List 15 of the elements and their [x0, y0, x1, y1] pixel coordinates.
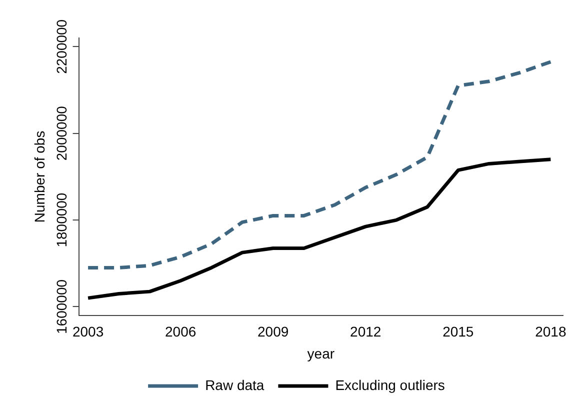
line-series — [86, 60, 552, 270]
y-tick-label: 1600000 — [54, 279, 70, 334]
x-tick-label: 2015 — [442, 324, 474, 340]
y-tick-label: 1800000 — [54, 192, 70, 248]
legend-label: Raw data — [205, 376, 264, 393]
legend-label: Excluding outliers — [335, 376, 445, 393]
y-axis-title: Number of obs — [31, 130, 48, 223]
x-tick-label: 2018 — [535, 324, 566, 340]
x-tick-label: 2009 — [258, 324, 289, 340]
y-tick-label: 2200000 — [54, 19, 70, 74]
x-tick-label: 2003 — [72, 324, 104, 340]
x-tick-label: 2012 — [350, 324, 382, 340]
x-axis-title: year — [307, 345, 335, 362]
y-tick-label: 2000000 — [54, 106, 70, 161]
x-tick-label: 2006 — [164, 324, 196, 340]
